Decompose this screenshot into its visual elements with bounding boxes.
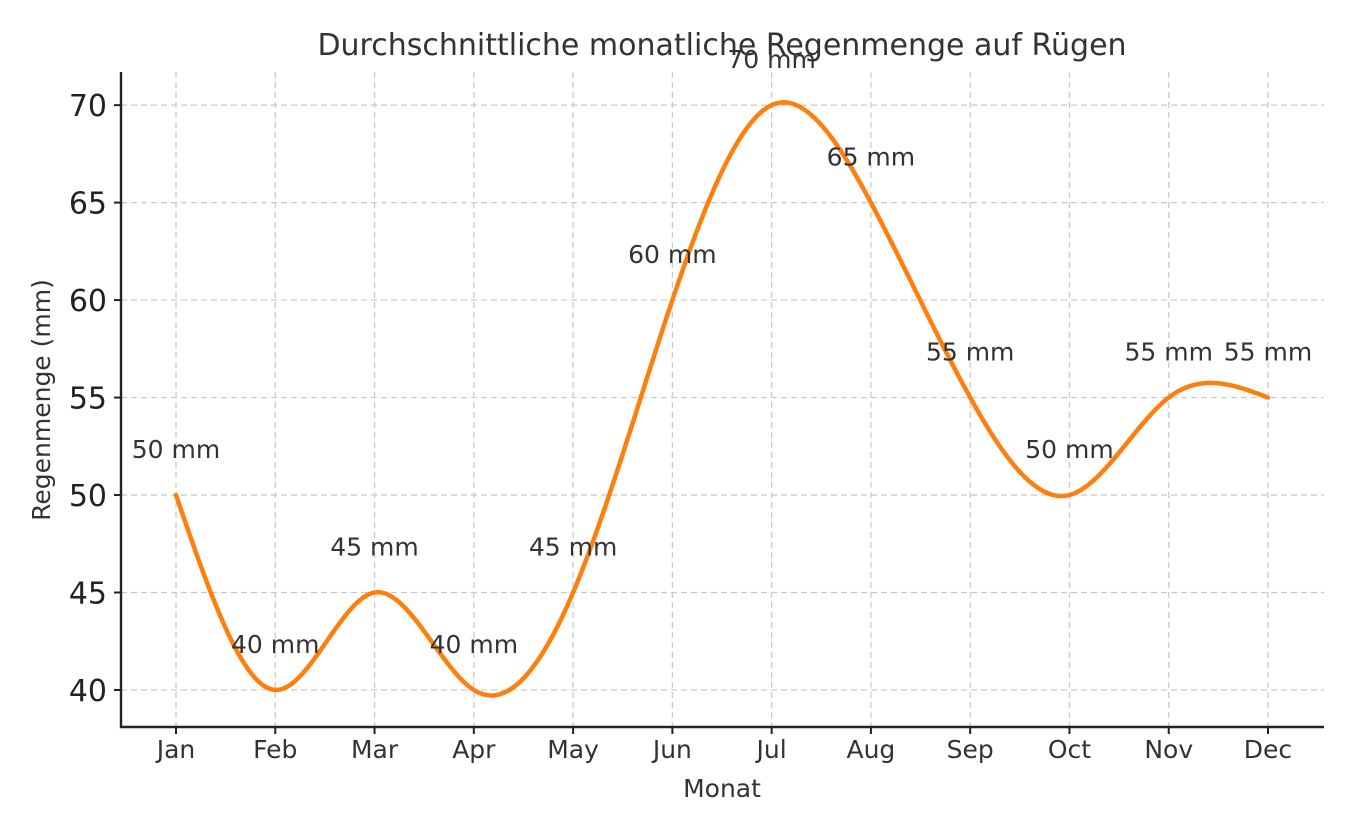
data-label: 50 mm [1025, 435, 1113, 464]
data-label: 65 mm [827, 143, 915, 172]
data-labels: 50 mm 40 mm 45 mm 40 mm 45 mm 60 mm 70 mm 65 mm… [132, 45, 1312, 659]
y-tick-label: 45 [69, 576, 107, 611]
y-tick-label: 55 [69, 382, 107, 417]
y-tick-label: 50 [69, 479, 107, 514]
x-tick-label: Jan [155, 735, 196, 764]
x-tick-label: Sep [947, 735, 994, 764]
x-tick-label: Jun [651, 735, 692, 764]
x-tick-label: May [547, 735, 599, 764]
data-label: 40 mm [430, 630, 518, 659]
x-tick-label: Oct [1048, 735, 1091, 764]
y-axis-label: Regenmenge (mm) [27, 279, 56, 521]
x-tick-label: Apr [452, 735, 496, 764]
data-label: 40 mm [231, 630, 319, 659]
data-label: 45 mm [330, 532, 418, 561]
axis-ticks: Jan Feb Mar Apr May Jun Jul Aug Sep Oct Nov Dec 40 45… [69, 89, 1292, 764]
y-tick-label: 40 [69, 674, 107, 709]
x-tick-label: Feb [253, 735, 297, 764]
y-tick-label: 65 [69, 187, 107, 222]
x-tick-label: Mar [351, 735, 399, 764]
x-tick-label: Aug [846, 735, 895, 764]
grid-lines [121, 72, 1324, 727]
x-tick-label: Jul [755, 735, 787, 764]
data-label: 50 mm [132, 435, 220, 464]
data-label: 70 mm [727, 45, 815, 74]
x-tick-label: Nov [1144, 735, 1193, 764]
axis-spines [119, 72, 1324, 729]
series-line [173, 100, 1271, 698]
x-axis-label: Monat [683, 774, 761, 803]
data-label: 45 mm [529, 532, 617, 561]
chart-title: Durchschnittliche monatliche Regenmenge … [317, 28, 1126, 63]
x-tick-label: Dec [1244, 735, 1292, 764]
y-tick-label: 70 [69, 89, 107, 124]
y-tick-label: 60 [69, 284, 107, 319]
data-label: 55 mm [1224, 338, 1312, 367]
data-label: 55 mm [926, 338, 1014, 367]
data-label: 60 mm [628, 240, 716, 269]
data-label: 55 mm [1124, 338, 1212, 367]
